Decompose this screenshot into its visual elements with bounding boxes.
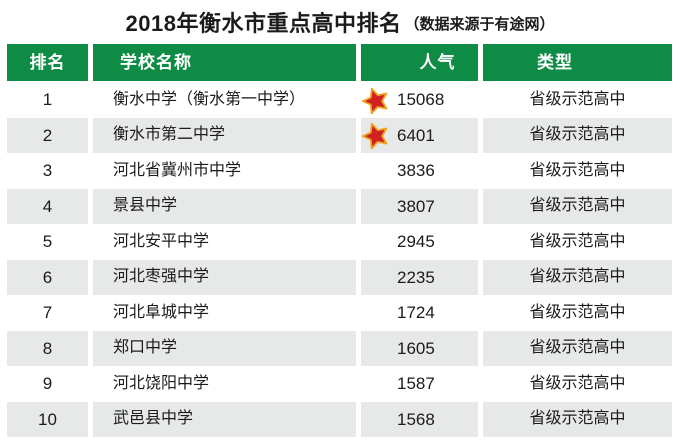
rank-cell: 4 <box>7 188 88 224</box>
rank-cell: 1 <box>7 82 88 118</box>
popularity-value: 1587 <box>397 374 435 394</box>
popularity-cell: 1605 <box>361 330 478 366</box>
header-school: 学校名称 <box>93 44 356 81</box>
popularity-cell: 3807 <box>361 188 478 224</box>
table-row: 3 河北省冀州市中学 3836 省级示范高中 <box>7 153 672 189</box>
title-main: 2018年衡水市重点高中排名 <box>125 11 402 36</box>
popularity-value: 1568 <box>397 409 435 429</box>
popularity-value: 1724 <box>397 303 435 323</box>
type-cell: 省级示范高中 <box>483 401 672 437</box>
popularity-cell: 15068 <box>361 82 478 118</box>
popularity-cell: 3836 <box>361 153 478 189</box>
school-cell: 河北阜城中学 <box>93 295 356 331</box>
school-cell: 河北饶阳中学 <box>93 366 356 402</box>
rank-cell: 5 <box>7 224 88 260</box>
popularity-cell: 6401 <box>358 117 478 153</box>
popularity-cell: 1568 <box>361 401 478 437</box>
table-row: 10 武邑县中学 1568 省级示范高中 <box>7 401 672 437</box>
popularity-value: 1605 <box>397 338 435 358</box>
type-cell: 省级示范高中 <box>483 366 672 402</box>
popularity-cell: 2945 <box>361 224 478 260</box>
popularity-value: 6401 <box>397 125 435 145</box>
type-cell: 省级示范高中 <box>483 259 672 295</box>
type-cell: 省级示范高中 <box>483 82 672 118</box>
rank-cell: 7 <box>7 295 88 331</box>
school-cell: 武邑县中学 <box>93 401 356 437</box>
popularity-cell: 1587 <box>361 366 478 402</box>
table-row: 4 景县中学 3807 省级示范高中 <box>7 188 672 224</box>
type-cell: 省级示范高中 <box>483 330 672 366</box>
table-row: 1 衡水中学（衡水第一中学） 15068 省级示范高中 <box>7 82 672 118</box>
school-cell: 河北省冀州市中学 <box>93 153 356 189</box>
rank-cell: 10 <box>7 401 88 437</box>
rank-cell: 8 <box>7 330 88 366</box>
title-sub: （数据来源于有途网） <box>404 16 555 33</box>
type-cell: 省级示范高中 <box>483 117 672 153</box>
rank-cell: 9 <box>7 366 88 402</box>
school-cell: 衡水中学（衡水第一中学） <box>93 82 356 118</box>
table-row: 5 河北安平中学 2945 省级示范高中 <box>7 224 672 260</box>
popularity-cell: 1724 <box>361 295 478 331</box>
rank-cell: 3 <box>7 153 88 189</box>
popularity-value: 15068 <box>397 90 445 110</box>
ranking-table: 排名 学校名称 人气 类型 1 衡水中学（衡水第一中学） 15068 省级示范高… <box>7 44 672 437</box>
table-row: 2 衡水市第二中学 6401 省级示范高中 <box>7 117 672 153</box>
popularity-value: 3807 <box>397 196 435 216</box>
table-row: 9 河北饶阳中学 1587 省级示范高中 <box>7 366 672 402</box>
table-row: 8 郑口中学 1605 省级示范高中 <box>7 330 672 366</box>
star-icon <box>358 83 392 117</box>
popularity-value: 3836 <box>397 161 435 181</box>
table-body: 1 衡水中学（衡水第一中学） 15068 省级示范高中 2 衡水市第二中学 64… <box>7 82 672 437</box>
school-cell: 河北安平中学 <box>93 224 356 260</box>
type-cell: 省级示范高中 <box>483 188 672 224</box>
star-icon <box>358 118 392 152</box>
rank-cell: 2 <box>7 117 88 153</box>
type-cell: 省级示范高中 <box>483 224 672 260</box>
school-cell: 景县中学 <box>93 188 356 224</box>
table-row: 6 河北枣强中学 2235 省级示范高中 <box>7 259 672 295</box>
popularity-value: 2945 <box>397 232 435 252</box>
header-popularity: 人气 <box>361 44 478 81</box>
school-cell: 郑口中学 <box>93 330 356 366</box>
school-cell: 河北枣强中学 <box>93 259 356 295</box>
rank-cell: 6 <box>7 259 88 295</box>
page-title: 2018年衡水市重点高中排名 （数据来源于有途网） <box>0 0 680 44</box>
header-rank: 排名 <box>7 44 88 81</box>
popularity-value: 2235 <box>397 267 435 287</box>
table-header-row: 排名 学校名称 人气 类型 <box>7 44 672 81</box>
type-cell: 省级示范高中 <box>483 153 672 189</box>
popularity-cell: 2235 <box>361 259 478 295</box>
header-type: 类型 <box>483 44 672 81</box>
table-row: 7 河北阜城中学 1724 省级示范高中 <box>7 295 672 331</box>
type-cell: 省级示范高中 <box>483 295 672 331</box>
school-cell: 衡水市第二中学 <box>93 117 356 153</box>
